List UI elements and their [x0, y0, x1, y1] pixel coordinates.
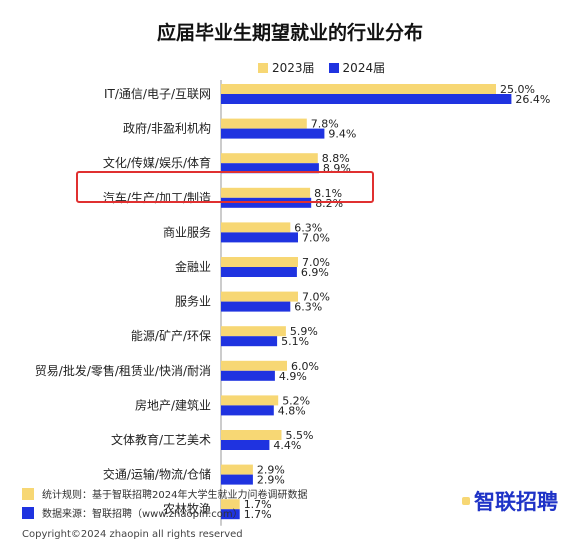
- bar-2023: [221, 499, 240, 510]
- data-label-2024: 6.3%: [294, 301, 322, 314]
- brand-mark: [462, 497, 470, 505]
- footer-source: 数据来源：智联招聘（www.zhaopin.com）: [22, 505, 243, 520]
- data-label-2023: 7.0%: [302, 291, 330, 304]
- legend-label-2023: 2023届: [272, 61, 315, 75]
- legend-label-2024: 2024届: [342, 61, 386, 75]
- bar-2024: [221, 267, 297, 277]
- legend-item-2023: 2023届: [258, 59, 315, 76]
- bar-2024: [221, 509, 240, 520]
- footer-source-text: 数据来源：智联招聘（www.zhaopin.com）: [42, 509, 243, 520]
- category-label: 房地产/建筑业: [135, 397, 211, 412]
- data-label-2023: 7.0%: [302, 256, 330, 269]
- bar-2024: [221, 163, 319, 174]
- data-label-2023: 2.9%: [257, 464, 285, 477]
- bar-2023: [221, 291, 298, 302]
- legend-swatch-2024: [328, 62, 339, 73]
- category-label: 商业服务: [163, 224, 211, 239]
- category-label: 金融业: [175, 259, 211, 274]
- bar-2024: [221, 301, 291, 312]
- bar-2024: [221, 405, 274, 416]
- legend-item-2024: 2024届: [328, 59, 386, 76]
- data-label-2023: 8.1%: [314, 187, 342, 200]
- bar-2023: [221, 430, 282, 440]
- data-label-2024: 4.8%: [278, 404, 306, 417]
- data-label-2023: 25.0%: [500, 83, 535, 96]
- bar-2023: [221, 153, 318, 164]
- category-label: 服务业: [175, 294, 211, 309]
- data-label-2023: 7.8%: [311, 118, 339, 131]
- bar-2024: [221, 370, 275, 381]
- category-label: 贸易/批发/零售/租赁业/快消/耐消: [35, 363, 211, 378]
- category-label: 政府/非盈利机构: [123, 121, 211, 136]
- data-label-2024: 9.4%: [328, 128, 356, 141]
- legend-swatch-2023: [258, 62, 268, 73]
- data-label-2023: 8.8%: [322, 152, 350, 165]
- category-label: 能源/矿产/环保: [131, 329, 211, 343]
- data-label-2024: 4.4%: [273, 439, 301, 452]
- footer-rule-text: 统计规则：基于智联招聘2024年大学生就业力问卷调研数据: [42, 490, 308, 501]
- footer-rule-marker: [22, 487, 34, 500]
- data-label-2023: 5.9%: [290, 325, 318, 338]
- data-label-2023: 6.3%: [294, 221, 322, 234]
- data-label-2024: 8.2%: [315, 197, 343, 210]
- bar-2024: [221, 336, 278, 347]
- data-label-2024: 5.1%: [281, 335, 309, 348]
- bar-2023: [221, 464, 253, 475]
- bar-2023: [221, 360, 287, 371]
- bar-2023: [221, 118, 307, 129]
- highlight-box: [76, 171, 374, 203]
- bar-2023: [221, 326, 286, 337]
- bar-2023: [221, 187, 311, 198]
- chart-title: 应届毕业生期望就业的行业分布: [156, 22, 423, 44]
- data-label-2024: 4.9%: [279, 370, 307, 383]
- bar-2024: [221, 474, 253, 485]
- copyright: Copyright©2024 zhaopin all rights reserv…: [22, 529, 243, 540]
- data-label-2023: 6.0%: [291, 360, 319, 373]
- bar-2024: [221, 232, 298, 243]
- footer-source-marker: [22, 506, 34, 519]
- bar-2023: [221, 84, 496, 94]
- data-label-2024: 26.4%: [515, 93, 550, 106]
- category-label: 交通/运输/物流/仓储: [103, 467, 211, 482]
- bar-2023: [221, 257, 298, 267]
- data-label-2024: 2.9%: [257, 474, 285, 487]
- data-label-2023: 5.2%: [282, 394, 310, 407]
- category-label: IT/通信/电子/互联网: [104, 87, 211, 101]
- bar-2023: [221, 395, 279, 406]
- data-label-2024: 1.7%: [244, 508, 272, 521]
- brand-logo: 智联招聘: [462, 486, 558, 516]
- footer-rule: 统计规则：基于智联招聘2024年大学生就业力问卷调研数据: [22, 486, 307, 501]
- data-label-2023: 1.7%: [244, 498, 272, 511]
- brand-text: 智联招聘: [474, 490, 558, 514]
- legend: 2023届 2024届: [258, 59, 393, 76]
- category-label: 文化/传媒/娱乐/体育: [103, 155, 211, 170]
- data-label-2024: 7.0%: [302, 231, 330, 244]
- bar-2024: [221, 128, 325, 139]
- category-label: 文体教育/工艺美术: [111, 432, 211, 447]
- bar-2023: [221, 222, 291, 233]
- data-label-2023: 5.5%: [286, 429, 314, 442]
- bar-2024: [221, 94, 512, 104]
- bar-2024: [221, 440, 270, 450]
- category-label: 农林牧渔: [163, 502, 211, 516]
- data-label-2024: 6.9%: [301, 266, 329, 279]
